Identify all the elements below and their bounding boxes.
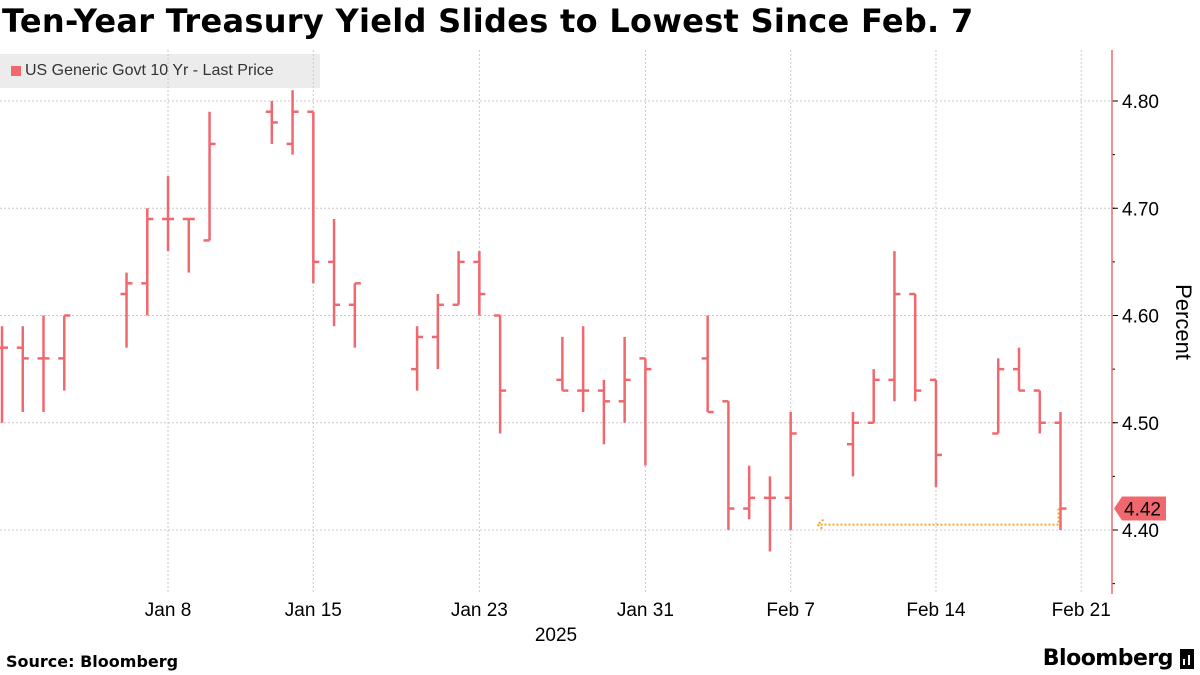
ohlc-bar [722, 400, 735, 530]
ohlc-bar [1012, 347, 1025, 392]
ohlc-bar [867, 369, 880, 424]
ohlc-bar [162, 176, 175, 252]
last-price-tag-bg [1114, 496, 1166, 521]
ohlc-bar [182, 217, 195, 273]
ohlc-bar [784, 412, 797, 530]
x-tick-label: Feb 14 [906, 600, 966, 621]
ohlc-bar [203, 111, 216, 242]
ohlc-bar [411, 326, 424, 391]
x-tick-label: Jan 8 [145, 600, 191, 621]
annotation-arrow-head [815, 518, 825, 531]
x-tick-label: Jan 31 [617, 600, 674, 621]
ohlc-bar [992, 358, 1005, 435]
y-tick-label: 4.40 [1122, 521, 1159, 542]
last-price-tag: 4.42 [1114, 496, 1166, 521]
ohlc-bar [743, 465, 756, 520]
ohlc-bar [452, 251, 465, 307]
ohlc-bar [846, 412, 859, 477]
ohlc-bar [1033, 389, 1046, 434]
x-tick-label: Jan 23 [451, 600, 508, 621]
ohlc-bar [639, 357, 652, 466]
x-axis: Jan 8 Jan 15 Jan 23 Jan 31 Feb 7 Feb 14 Feb 21… [145, 600, 1111, 646]
ohlc-bar [888, 251, 901, 402]
x-tick-label: Feb 7 [766, 600, 815, 621]
ohlc-bar [618, 336, 631, 423]
ohlc-bar [909, 292, 922, 402]
ohlc-bar [328, 218, 341, 327]
x-tick-label: Jan 15 [285, 600, 342, 621]
source-note: Source: Bloomberg [6, 652, 179, 671]
ohlc-bar [494, 314, 507, 434]
ohlc-bar [556, 336, 569, 392]
legend-label: US Generic Govt 10 Yr - Last Price [25, 62, 274, 79]
ohlc-bar [577, 326, 590, 413]
ohlc-bar [431, 294, 444, 370]
annotation-layer [815, 508, 1060, 531]
brand-logo: Bloomberg [1043, 646, 1194, 671]
ohlc-bar [473, 251, 486, 316]
y-tick-label: 4.80 [1122, 92, 1159, 113]
ohlc-bar [307, 110, 320, 284]
y-tick-label: 4.70 [1122, 199, 1159, 220]
ohlc-bar [37, 315, 50, 413]
ohlc-bar [265, 101, 278, 144]
legend: US Generic Govt 10 Yr - Last Price [0, 54, 320, 88]
price-bars [0, 90, 1067, 552]
ohlc-bar [929, 378, 942, 488]
x-axis-label: 2025 [535, 625, 577, 646]
y-tick-label: 4.50 [1122, 414, 1159, 435]
chart-title: Ten-Year Treasury Yield Slides to Lowest… [2, 2, 974, 40]
y-tick-label: 4.60 [1122, 307, 1159, 328]
grid-lines [0, 50, 1112, 594]
y-axis: 4.40 4.50 4.60 4.70 4.80 Percent 4.42 [1111, 50, 1196, 594]
ohlc-bar [763, 476, 776, 552]
ohlc-bar [597, 379, 610, 445]
ohlc-bar [16, 326, 29, 413]
ohlc-bar [58, 314, 71, 391]
last-price-label: 4.42 [1124, 500, 1161, 521]
y-axis-label: Percent [1171, 284, 1196, 360]
ohlc-bar [701, 315, 714, 414]
ohlc-bar [141, 208, 154, 316]
bloomberg-terminal-icon [1180, 648, 1194, 669]
legend-swatch [11, 66, 21, 76]
ohlc-bar [286, 90, 299, 155]
ohlc-bar [120, 272, 133, 348]
ohlc-bar [1054, 412, 1067, 530]
brand-name: Bloomberg [1042, 646, 1174, 671]
ohlc-bar [0, 326, 8, 423]
ohlc-bar [348, 282, 361, 348]
x-tick-label: Feb 21 [1052, 600, 1111, 621]
